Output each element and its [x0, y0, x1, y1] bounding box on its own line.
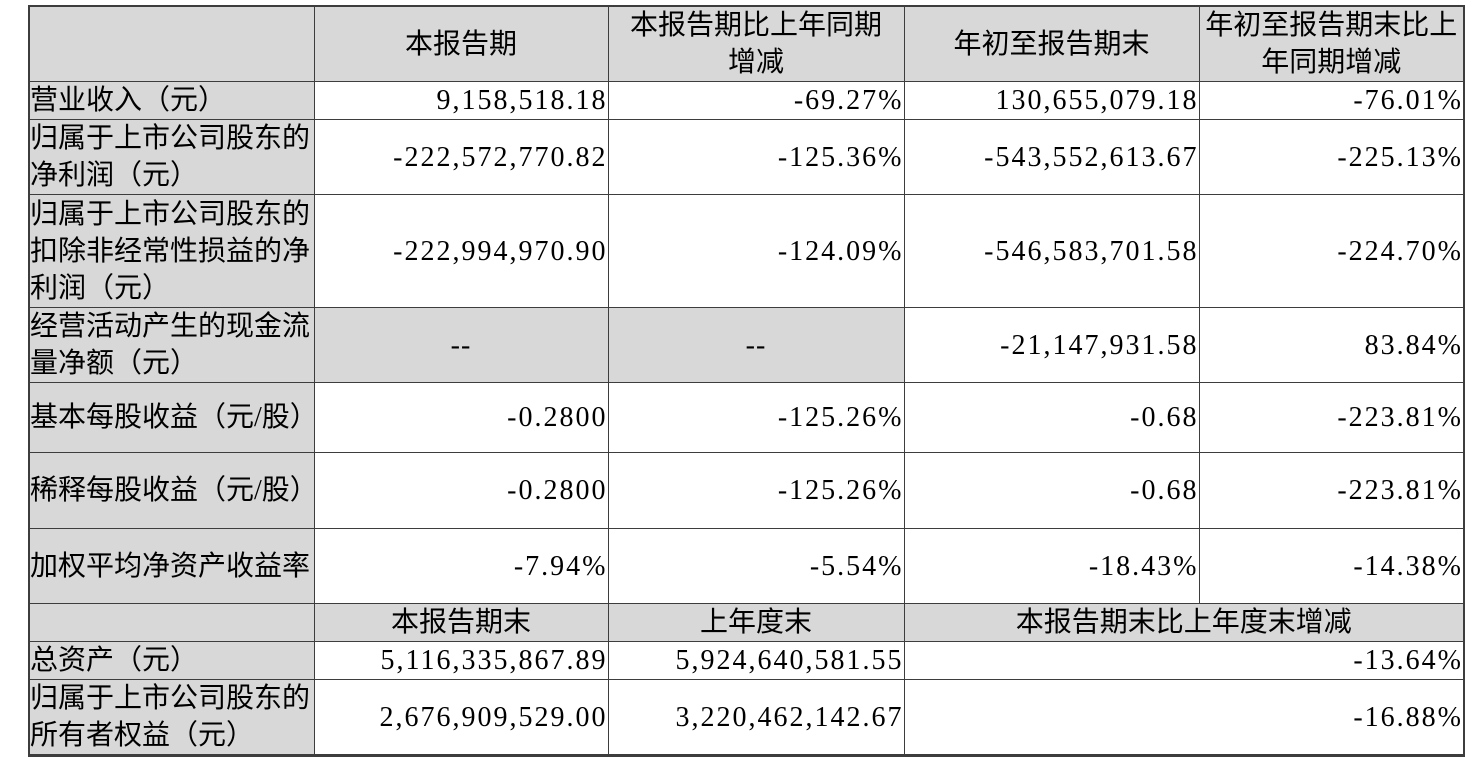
header-corner-cell: [28, 5, 315, 82]
row-total-assets: 总资产（元） 5,116,335,867.89 5,924,640,581.55…: [28, 641, 1465, 680]
row-operating-revenue: 营业收入（元） 9,158,518.18 -69.27% 130,655,079…: [28, 81, 1465, 120]
header-row-balance: 本报告期末 上年度末 本报告期末比上年度末增减: [28, 603, 1465, 642]
value-current: -0.2800: [313, 382, 609, 453]
header-current-period-yoy-text: 本报告期比上年同期增减: [629, 10, 882, 78]
header-period-end: 本报告期末: [313, 603, 609, 642]
value-ytd: -546,583,701.58: [903, 194, 1200, 308]
value-ytd: -18.43%: [903, 528, 1200, 604]
value-current: -0.2800: [313, 452, 609, 529]
row-basic-eps: 基本每股收益（元/股） -0.2800 -125.26% -0.68 -223.…: [28, 382, 1465, 453]
value-ytd: -543,552,613.67: [903, 119, 1200, 195]
label-cell: 加权平均净资产收益率: [28, 528, 315, 604]
value-current-yoy-na: --: [607, 307, 905, 383]
header-ytd: 年初至报告期末: [903, 5, 1200, 82]
value-current-yoy: -5.54%: [607, 528, 905, 604]
header-corner-cell: [28, 603, 315, 642]
value-period-end: 2,676,909,529.00: [313, 679, 609, 756]
value-change: -16.88%: [903, 679, 1465, 756]
value-current-na: --: [313, 307, 609, 383]
value-ytd-yoy: -225.13%: [1198, 119, 1465, 195]
value-current: -7.94%: [313, 528, 609, 604]
value-ytd-yoy: -223.81%: [1198, 382, 1465, 453]
row-operating-cash-flow: 经营活动产生的现金流量净额（元） -- -- -21,147,931.58 83…: [28, 307, 1465, 383]
label-cell: 归属于上市公司股东的扣除非经常性损益的净利润（元）: [28, 194, 315, 308]
value-ytd: -0.68: [903, 452, 1200, 529]
header-prev-year-end: 上年度末: [607, 603, 905, 642]
value-change: -13.64%: [903, 641, 1465, 680]
label-cell: 营业收入（元）: [28, 81, 315, 120]
value-current: 9,158,518.18: [313, 81, 609, 120]
label-cell: 基本每股收益（元/股）: [28, 382, 315, 453]
label-cell: 归属于上市公司股东的净利润（元）: [28, 119, 315, 195]
header-period-end-change: 本报告期末比上年度末增减: [903, 603, 1465, 642]
value-ytd-yoy: -224.70%: [1198, 194, 1465, 308]
row-net-profit-excl-nonrecurring: 归属于上市公司股东的扣除非经常性损益的净利润（元） -222,994,970.9…: [28, 194, 1465, 308]
value-current: -222,994,970.90: [313, 194, 609, 308]
value-prev-year-end: 5,924,640,581.55: [607, 641, 905, 680]
value-current-yoy: -125.26%: [607, 382, 905, 453]
label-cell: 归属于上市公司股东的所有者权益（元）: [28, 679, 315, 756]
value-ytd: 130,655,079.18: [903, 81, 1200, 120]
header-current-period-yoy: 本报告期比上年同期增减: [607, 5, 905, 82]
header-ytd-yoy: 年初至报告期末比上年同期增减: [1198, 5, 1465, 82]
value-current-yoy: -124.09%: [607, 194, 905, 308]
value-ytd-yoy: 83.84%: [1198, 307, 1465, 383]
value-current-yoy: -125.36%: [607, 119, 905, 195]
value-ytd: -21,147,931.58: [903, 307, 1200, 383]
value-period-end: 5,116,335,867.89: [313, 641, 609, 680]
value-prev-year-end: 3,220,462,142.67: [607, 679, 905, 756]
value-ytd-yoy: -14.38%: [1198, 528, 1465, 604]
label-cell: 总资产（元）: [28, 641, 315, 680]
financial-summary-table: 本报告期 本报告期比上年同期增减 年初至报告期末 年初至报告期末比上年同期增减 …: [28, 5, 1465, 757]
label-cell: 稀释每股收益（元/股）: [28, 452, 315, 529]
label-cell: 经营活动产生的现金流量净额（元）: [28, 307, 315, 383]
row-equity-attributable: 归属于上市公司股东的所有者权益（元） 2,676,909,529.00 3,22…: [28, 679, 1465, 756]
row-weighted-avg-roe: 加权平均净资产收益率 -7.94% -5.54% -18.43% -14.38%: [28, 528, 1465, 604]
header-current-period: 本报告期: [313, 5, 609, 82]
header-ytd-yoy-text: 年初至报告期末比上年同期增减: [1205, 10, 1458, 78]
header-row-period: 本报告期 本报告期比上年同期增减 年初至报告期末 年初至报告期末比上年同期增减: [28, 5, 1465, 82]
value-current-yoy: -125.26%: [607, 452, 905, 529]
row-diluted-eps: 稀释每股收益（元/股） -0.2800 -125.26% -0.68 -223.…: [28, 452, 1465, 529]
value-current-yoy: -69.27%: [607, 81, 905, 120]
row-net-profit: 归属于上市公司股东的净利润（元） -222,572,770.82 -125.36…: [28, 119, 1465, 195]
value-ytd-yoy: -223.81%: [1198, 452, 1465, 529]
value-ytd: -0.68: [903, 382, 1200, 453]
value-current: -222,572,770.82: [313, 119, 609, 195]
value-ytd-yoy: -76.01%: [1198, 81, 1465, 120]
